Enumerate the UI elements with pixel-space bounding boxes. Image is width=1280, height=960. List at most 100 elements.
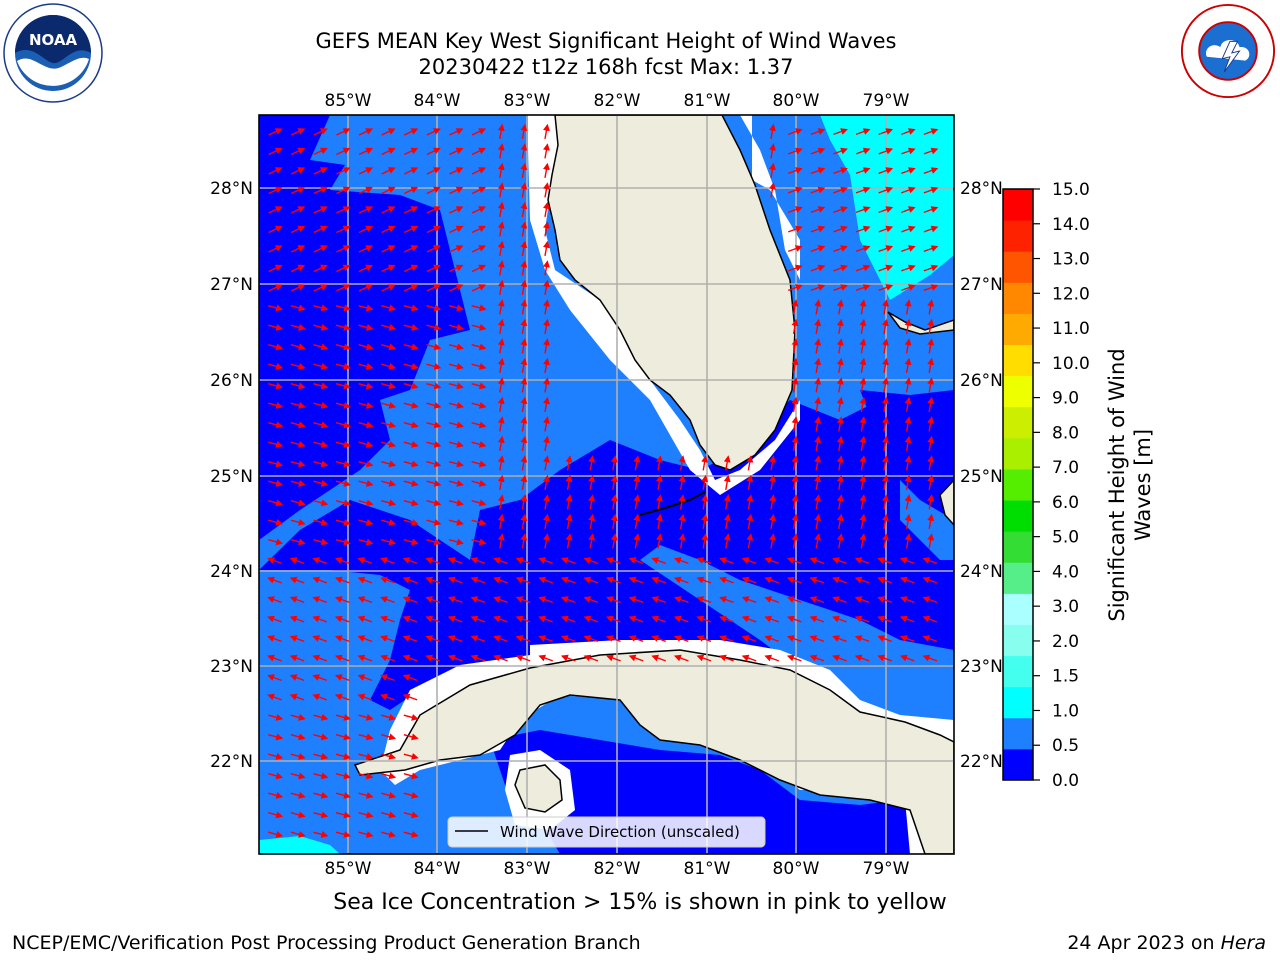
- wave-arrow: [313, 147, 328, 156]
- wave-arrow: [426, 128, 441, 136]
- wave-arrow: [836, 494, 844, 510]
- colorbar-segment: [1003, 220, 1033, 252]
- lon-label-top: 80°W: [773, 91, 820, 111]
- wave-arrow: [312, 674, 328, 682]
- wave-arrow: [900, 284, 916, 292]
- colorbar-segment: [1003, 251, 1033, 283]
- wave-arrow: [312, 635, 328, 643]
- wave-arrow: [809, 576, 825, 584]
- wave-arrow: [746, 533, 754, 549]
- wave-arrow: [877, 596, 893, 604]
- lon-label-top: 84°W: [414, 91, 461, 111]
- wave-arrow: [290, 830, 306, 838]
- wave-arrow: [814, 494, 822, 510]
- wave-arrow: [381, 401, 397, 409]
- wave-arrow: [655, 474, 663, 491]
- wave-arrow: [583, 615, 599, 623]
- wave-arrow: [542, 279, 550, 296]
- wave-arrow: [859, 396, 867, 413]
- wave-arrow: [854, 557, 870, 565]
- wave-arrow: [791, 299, 799, 315]
- wave-arrow: [833, 128, 848, 136]
- wave-arrow: [497, 182, 505, 198]
- colorbar-segment: [1003, 562, 1033, 594]
- wave-arrow: [290, 206, 306, 214]
- wave-arrow: [881, 435, 889, 452]
- wave-arrow: [268, 440, 284, 448]
- wave-arrow: [358, 460, 374, 468]
- wave-arrow: [542, 201, 550, 218]
- colorbar-segment: [1003, 500, 1033, 532]
- wave-arrow: [267, 654, 282, 662]
- wave-arrow: [859, 494, 867, 510]
- wave-arrow: [723, 513, 731, 530]
- wave-arrow: [881, 455, 889, 471]
- wave-arrow: [878, 264, 894, 272]
- wave-arrow: [878, 147, 894, 155]
- wave-arrow: [560, 615, 576, 623]
- colorbar-segment: [1003, 531, 1033, 563]
- wave-arrow: [289, 557, 305, 565]
- wave-arrow: [268, 362, 284, 370]
- wave-arrow: [877, 557, 893, 565]
- wave-arrow: [448, 421, 464, 429]
- wave-arrow: [313, 479, 329, 487]
- wave-arrow: [606, 576, 621, 584]
- wave-arrow: [583, 576, 599, 584]
- ocean-low-west: [259, 115, 470, 540]
- wave-arrow: [520, 240, 528, 257]
- wave-arrow: [538, 654, 554, 662]
- wave-arrow: [899, 557, 915, 565]
- wave-arrow: [651, 596, 667, 604]
- wave-arrow: [832, 576, 847, 584]
- wave-arrow: [313, 362, 329, 370]
- lat-label-right: 27°N: [960, 275, 1003, 295]
- wave-arrow: [448, 362, 464, 370]
- wave-arrow: [881, 474, 889, 491]
- wave-arrow: [358, 752, 374, 760]
- wave-arrow: [358, 811, 374, 819]
- map-legend: Wind Wave Direction (unscaled): [447, 816, 766, 848]
- wave-arrow: [403, 382, 419, 390]
- wave-arrow: [810, 167, 826, 175]
- wave-arrow: [673, 596, 689, 604]
- wave-arrow: [633, 455, 641, 471]
- wave-arrow: [746, 494, 754, 510]
- wave-arrow: [335, 323, 351, 331]
- wave-arrow: [497, 513, 505, 530]
- wave-arrow: [814, 318, 822, 335]
- wave-arrow: [471, 245, 487, 253]
- wave-arrow: [470, 635, 486, 643]
- wave-arrow: [628, 635, 644, 643]
- lat-labels-left: 28°N 27°N 26°N 25°N 24°N 23°N 22°N: [210, 179, 253, 772]
- wave-arrow: [881, 533, 889, 549]
- wave-arrow: [381, 421, 397, 429]
- wave-arrow: [470, 615, 486, 623]
- wave-arrow: [312, 557, 328, 565]
- wave-arrow: [520, 201, 528, 218]
- wave-arrow: [791, 416, 799, 432]
- wave-arrow: [358, 772, 374, 780]
- wave-arrow: [381, 245, 396, 253]
- sea-ice-note: Sea Ice Concentration > 15% is shown in …: [333, 890, 947, 915]
- wave-arrow: [696, 557, 712, 565]
- wave-arrow: [471, 499, 487, 507]
- wave-arrow: [381, 772, 397, 780]
- colorbar-tick-label: 15.0: [1052, 180, 1090, 200]
- wave-arrow: [290, 128, 306, 136]
- wave-arrow: [791, 513, 799, 530]
- wave-arrow: [606, 615, 621, 623]
- wave-arrow: [859, 318, 867, 335]
- wave-arrow: [358, 323, 374, 331]
- wave-arrow: [357, 674, 373, 682]
- wave-arrow: [520, 416, 528, 432]
- wave-arrow: [268, 518, 284, 526]
- wave-arrow: [313, 264, 328, 273]
- wave-arrow: [814, 513, 822, 530]
- wave-arrow: [520, 377, 528, 393]
- wave-arrow: [426, 460, 442, 468]
- wave-arrow: [425, 576, 441, 584]
- wave-arrow: [358, 382, 374, 390]
- wave-arrow: [899, 576, 915, 584]
- wave-arrow: [268, 401, 284, 409]
